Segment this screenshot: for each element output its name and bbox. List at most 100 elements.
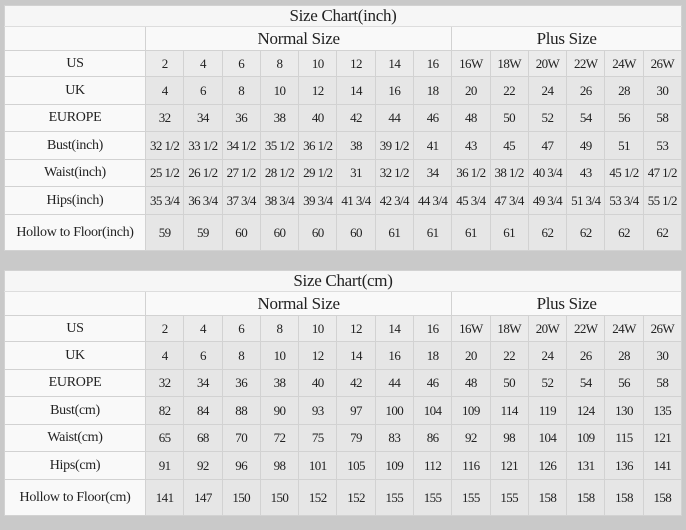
size-cell: 104 (412, 396, 453, 425)
size-cell: 16W (451, 315, 491, 342)
size-cell: 50 (489, 104, 529, 132)
size-cell: 147 (183, 479, 223, 516)
size-cell: 155 (412, 479, 453, 516)
size-cell: 8 (259, 315, 300, 342)
size-cell: 6 (221, 315, 261, 342)
size-cell: 41 (412, 131, 453, 160)
group-row: Normal Size Plus Size (4, 26, 682, 51)
size-cell: 30 (642, 76, 683, 105)
size-cell: 90 (259, 396, 300, 425)
size-cell: 61 (412, 214, 453, 251)
size-cell: 155 (489, 479, 529, 516)
table-row: EUROPE 32 34 36 38 40 42 44 46 48 50 52 54 56 58 (4, 104, 683, 132)
size-cell: 49 3/4 (527, 186, 568, 215)
size-cell: 42 (336, 104, 376, 132)
size-cell: 20W (527, 315, 568, 342)
size-cell: 20 (451, 341, 491, 370)
size-cell: 28 1/2 (259, 159, 300, 187)
size-cell: 6 (183, 341, 223, 370)
size-cell: 16 (374, 341, 414, 370)
size-cell: 12 (336, 50, 376, 77)
size-chart-cm: Size Chart(cm) Normal Size Plus Size US 2 4 6 8… (4, 270, 683, 516)
size-cell: 38 1/2 (489, 159, 529, 187)
row-label: US (4, 315, 146, 342)
size-cell: 92 (183, 451, 223, 480)
size-cell: 36 (221, 369, 261, 397)
size-cell: 155 (451, 479, 491, 516)
table-row: UK 4 6 8 10 12 14 16 18 20 22 24 26 28 30 (4, 341, 683, 370)
size-cell: 26 (566, 76, 606, 105)
size-cell: 38 (259, 369, 300, 397)
size-cell: 114 (489, 396, 529, 425)
size-cell: 8 (221, 341, 261, 370)
size-cell: 62 (642, 214, 683, 251)
size-cell: 39 3/4 (298, 186, 338, 215)
size-cell: 56 (604, 369, 644, 397)
size-cell: 79 (336, 424, 376, 452)
size-cell: 121 (489, 451, 529, 480)
size-cell: 45 1/2 (604, 159, 644, 187)
table-row: US 2 4 6 8 10 12 14 16 16W 18W 20W 22W 24W 26W (4, 50, 683, 77)
size-cell: 28 (604, 341, 644, 370)
size-cell: 158 (642, 479, 683, 516)
size-cell: 60 (336, 214, 376, 251)
size-cell: 34 (183, 104, 223, 132)
size-cell: 109 (451, 396, 491, 425)
size-cell: 152 (298, 479, 338, 516)
size-cell: 52 (527, 104, 568, 132)
size-cell: 60 (259, 214, 300, 251)
size-cell: 61 (451, 214, 491, 251)
size-cell: 112 (412, 451, 453, 480)
size-cell: 98 (259, 451, 300, 480)
row-label: Waist(cm) (4, 424, 146, 452)
size-cell: 22W (566, 50, 606, 77)
size-cell: 54 (566, 369, 606, 397)
size-cell: 75 (298, 424, 338, 452)
size-cell: 52 (527, 369, 568, 397)
size-cell: 93 (298, 396, 338, 425)
size-cell: 35 3/4 (144, 186, 185, 215)
size-cell: 60 (298, 214, 338, 251)
size-cell: 130 (604, 396, 644, 425)
size-cell: 38 3/4 (259, 186, 300, 215)
size-cell: 2 (144, 50, 185, 77)
size-cell: 30 (642, 341, 683, 370)
size-cell: 14 (374, 315, 414, 342)
size-cell: 16 (412, 50, 453, 77)
table-row: Waist(cm) 65 68 70 72 75 79 83 86 92 98 104 109 115 12… (4, 424, 683, 452)
size-cell: 10 (259, 341, 300, 370)
size-cell: 12 (298, 76, 338, 105)
size-cell: 22 (489, 76, 529, 105)
blank-cell (4, 291, 146, 316)
size-cell: 22 (489, 341, 529, 370)
size-cell: 20W (527, 50, 568, 77)
row-label: UK (4, 76, 146, 105)
size-cell: 18W (489, 315, 529, 342)
size-cell: 12 (298, 341, 338, 370)
title-row: Size Chart(cm) (4, 270, 682, 292)
size-cell: 61 (374, 214, 414, 251)
size-cell: 34 (412, 159, 453, 187)
row-label: Hips(cm) (4, 451, 146, 480)
size-cell: 59 (144, 214, 185, 251)
size-cell: 40 (298, 104, 338, 132)
size-cell: 91 (144, 451, 185, 480)
size-cell: 26W (642, 50, 683, 77)
chart-title: Size Chart(inch) (4, 5, 682, 27)
size-cell: 49 (566, 131, 606, 160)
size-cell: 48 (451, 104, 491, 132)
table-row: US 2 4 6 8 10 12 14 16 16W 18W 20W 22W 24W 26W (4, 315, 683, 342)
size-cell: 86 (412, 424, 453, 452)
size-cell: 158 (566, 479, 606, 516)
size-cell: 68 (183, 424, 223, 452)
size-cell: 8 (221, 76, 261, 105)
size-cell: 24W (604, 315, 644, 342)
group-plus-size: Plus Size (451, 291, 682, 316)
table-row: Hollow to Floor(inch) 59 59 60 60 60 60 61 61 61 6… (4, 214, 683, 251)
size-cell: 28 (604, 76, 644, 105)
size-cell: 97 (336, 396, 376, 425)
size-cell: 43 (451, 131, 491, 160)
size-cell: 96 (221, 451, 261, 480)
size-cell: 14 (336, 76, 376, 105)
size-cell: 16W (451, 50, 491, 77)
